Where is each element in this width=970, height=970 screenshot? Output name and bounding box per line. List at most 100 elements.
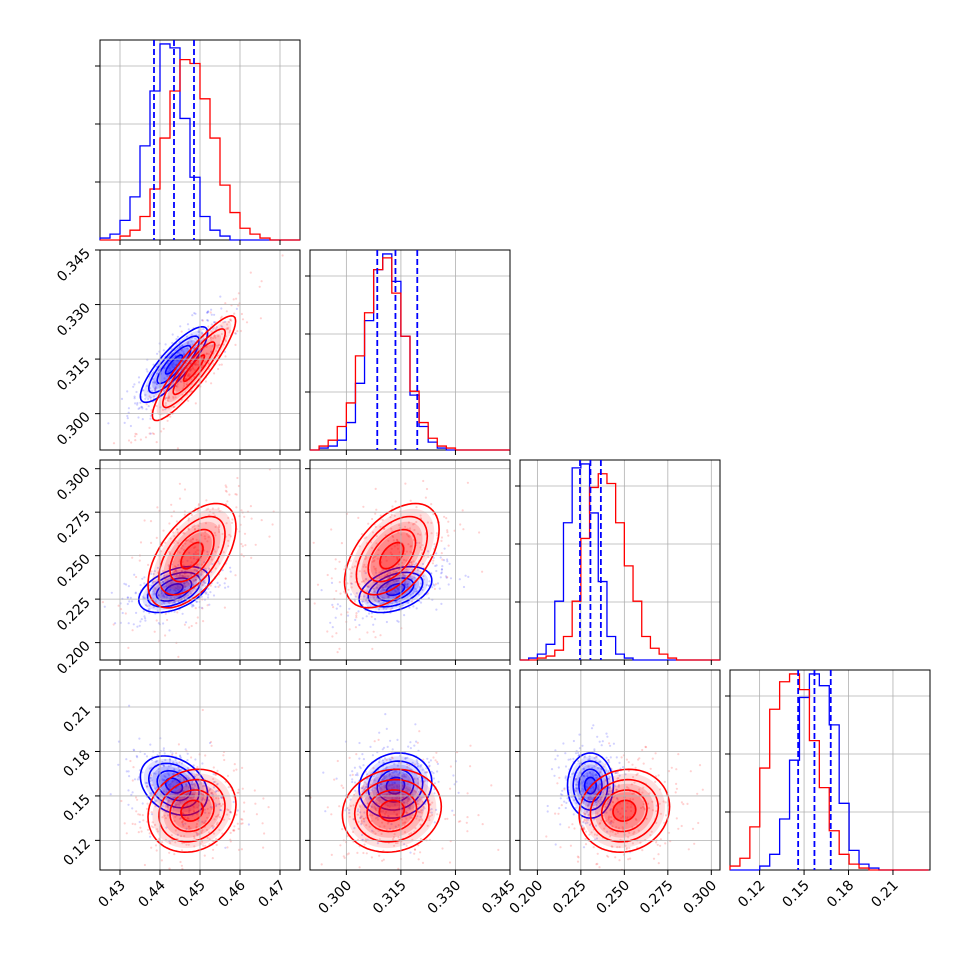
sample-point-blue [162,790,165,793]
sample-point-red [383,784,386,787]
sample-point-red [174,793,177,797]
sample-point-blue [169,582,172,585]
sample-point-red [596,862,599,866]
sample-point-blue [615,788,618,791]
sample-point-blue [153,388,156,391]
sample-point-red [349,559,352,562]
sample-point-red [124,612,127,615]
sample-point-red [152,432,156,436]
sample-point-red [209,336,212,339]
sample-point-red [405,568,408,571]
sample-point-blue [393,803,397,806]
contour-blue [164,777,184,794]
sample-point-red [610,845,613,848]
sample-point-red [363,781,367,784]
sample-point-red [600,795,603,799]
sample-point-red [221,532,224,536]
sample-point-red [173,405,176,409]
x-tick-label: 0.300 [680,878,720,918]
sample-point-blue [150,759,154,762]
sample-point-red [614,856,617,859]
sample-point-red [387,782,391,785]
sample-point-red [183,779,186,782]
sample-point-red [402,801,406,804]
sample-point-red [412,814,415,817]
sample-point-blue [583,775,586,778]
sample-point-blue [180,380,183,383]
sample-point-red [413,848,417,851]
sample-point-red [206,540,209,543]
sample-point-blue [133,383,136,386]
sample-point-red [227,326,230,329]
sample-point-blue [415,562,418,565]
sample-point-blue [148,604,151,607]
sample-point-red [351,773,354,777]
sample-point-red [185,367,188,370]
sample-point-blue [210,323,213,326]
sample-point-blue [218,584,221,587]
sample-point-blue [192,583,195,586]
sample-point-red [350,582,353,585]
sample-point-red [616,798,619,801]
sample-point-red [587,765,590,768]
sample-point-red [429,815,432,818]
sample-point-blue [144,781,147,785]
sample-point-blue [163,377,166,380]
sample-point-red [241,318,245,321]
contour-red [172,341,216,396]
sample-point-red [107,661,109,663]
sample-point-red [374,512,377,515]
sample-point-red [413,852,416,855]
sample-point-blue [219,295,222,298]
sample-point-red [367,522,370,525]
sample-point-red [584,843,588,846]
sample-point-blue [210,350,213,353]
sample-point-red [260,280,263,283]
sample-point-red [203,535,206,538]
sample-point-red [224,489,227,492]
sample-point-blue [194,337,197,340]
x-axis-3: 0.12 0.15 0.18 0.21 [735,870,902,911]
sample-point-blue [467,575,470,579]
sample-point-red [440,552,443,555]
sample-point-red [648,792,651,795]
sample-point-red [643,808,647,811]
sample-point-blue [608,798,611,801]
sample-point-blue [462,585,466,589]
sample-point-blue [586,810,589,813]
sample-point-blue [364,572,367,575]
density-fill-blue [379,770,412,801]
sample-point-red [481,823,484,826]
panel-border [309,669,511,871]
sample-point-blue [433,821,436,824]
sample-point-red [146,452,148,454]
sample-point-blue [107,422,110,425]
sample-point-blue [389,572,392,575]
sample-point-red [142,819,145,822]
sample-point-blue [169,588,172,591]
sample-point-blue [200,606,203,610]
sample-point-blue [136,756,139,759]
sample-point-red [228,331,231,334]
sample-point-red [194,579,197,582]
joint-panel-0-2 [99,459,301,663]
sample-point-blue [407,583,410,586]
sample-point-blue [179,775,182,778]
sample-point-red [237,827,240,831]
sample-point-red [396,547,400,550]
sample-point-red [674,791,677,794]
sample-point-blue [197,819,200,822]
sample-point-red [405,533,409,536]
sample-point-red [424,533,427,536]
sample-point-blue [162,779,165,782]
density-fill-red [378,799,406,823]
sample-point-blue [163,574,166,578]
sample-point-blue [574,752,578,755]
sample-point-blue [607,770,610,773]
sample-point-blue [559,793,563,796]
sample-point-red [200,366,203,369]
sample-point-red [207,352,210,355]
sample-point-red [435,532,438,535]
sample-point-blue [223,320,227,323]
sample-point-red [197,504,200,507]
